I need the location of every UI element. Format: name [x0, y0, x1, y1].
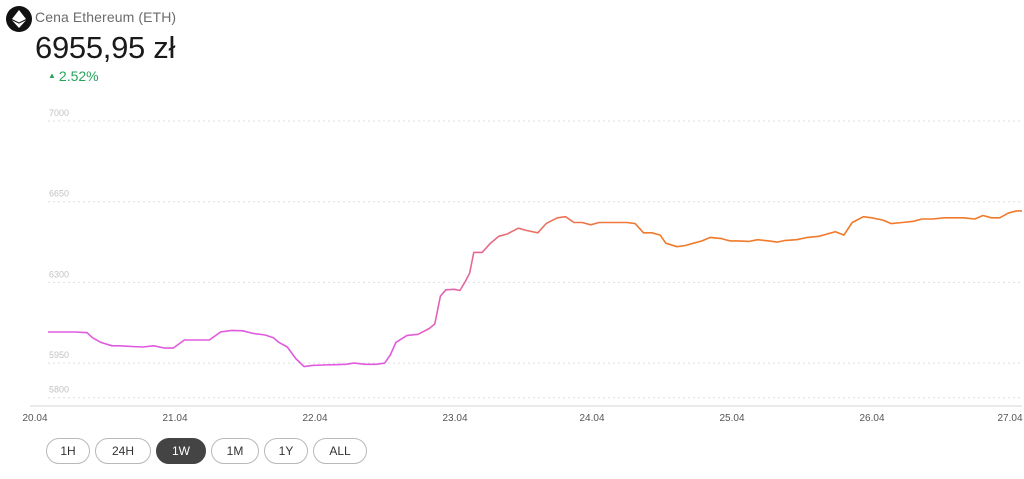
time-range-selector: 1H 24H 1W 1M 1Y ALL — [46, 438, 367, 466]
x-tick-label: 23.04 — [442, 413, 467, 424]
chart-axis-labels: 5800 5950 6300 6650 7000 20.04 21.04 22.04 23.04… — [22, 108, 1022, 424]
x-tick-label: 24.04 — [579, 413, 604, 424]
price-line-series-0 — [48, 210, 1022, 368]
x-tick-label: 20.04 — [22, 413, 47, 424]
x-tick-label: 21.04 — [162, 413, 187, 424]
range-button-1m[interactable]: 1M — [211, 438, 259, 464]
ethereum-icon — [6, 6, 32, 32]
range-button-1y[interactable]: 1Y — [264, 438, 308, 464]
chart-line-layer — [48, 210, 1022, 368]
range-button-all[interactable]: ALL — [313, 438, 367, 464]
range-button-1h[interactable]: 1H — [46, 438, 90, 464]
x-tick-label: 27.04 — [997, 413, 1022, 424]
asset-header: Cena Ethereum (ETH) 6955,95 zł ▲ 2.52% — [6, 6, 606, 86]
x-tick-label: 25.04 — [719, 413, 744, 424]
x-tick-label: 22.04 — [302, 413, 327, 424]
price-change-value: 2.52% — [58, 68, 99, 84]
price-change: ▲ 2.52% — [48, 68, 99, 84]
ethereum-glyph — [12, 10, 26, 28]
y-tick-label: 6650 — [49, 189, 69, 199]
range-button-24h[interactable]: 24H — [95, 438, 151, 464]
up-triangle-icon: ▲ — [48, 71, 56, 80]
asset-title: Cena Ethereum (ETH) — [35, 9, 177, 25]
y-tick-label: 5950 — [49, 350, 69, 360]
current-price: 6955,95 zł — [35, 30, 176, 65]
y-tick-label: 5800 — [49, 385, 69, 395]
y-tick-label: 6300 — [49, 269, 69, 279]
chart-grid — [30, 120, 1022, 407]
x-tick-label: 26.04 — [859, 413, 884, 424]
range-button-1w[interactable]: 1W — [156, 438, 206, 464]
y-tick-label: 7000 — [49, 108, 69, 118]
